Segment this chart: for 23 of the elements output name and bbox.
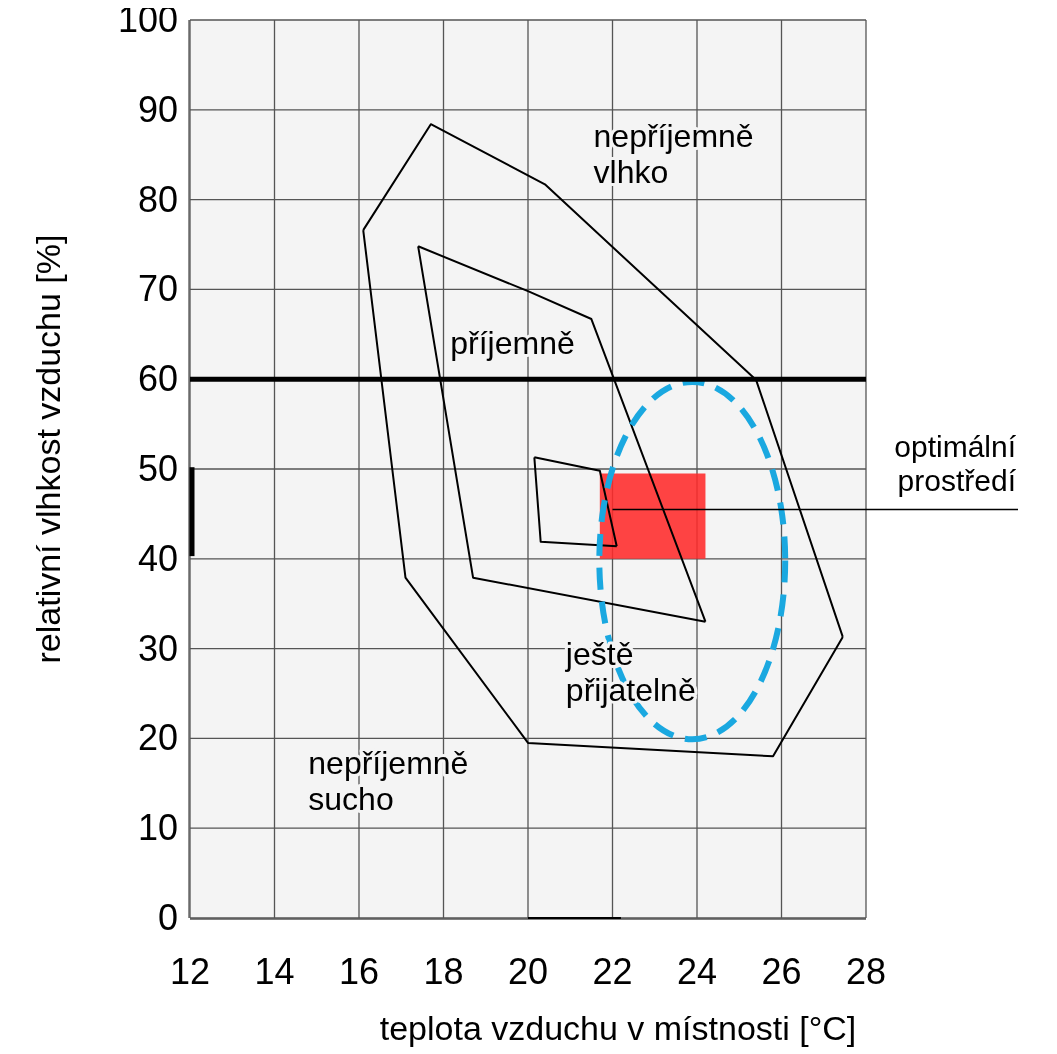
- x-tick-label: 28: [845, 951, 887, 992]
- y-tick-label: 70: [137, 268, 178, 310]
- x-axis-title: teplota vzduchu v místnosti [°C]: [379, 1009, 857, 1047]
- y-tick-label: 50: [137, 448, 178, 489]
- annotation: příjemně: [450, 325, 575, 362]
- text: optimální prostředí: [894, 430, 1017, 498]
- y-tick-label: 0: [157, 897, 178, 938]
- x-tick-label: 22: [592, 951, 633, 992]
- y-axis-title: relativní vlhkost vzduchu [%]: [29, 234, 67, 664]
- y-tick-label: 20: [137, 717, 178, 759]
- x-tick-label: 14: [254, 951, 295, 992]
- x-tick-label: 12: [169, 951, 211, 992]
- x-tick-label: 16: [338, 951, 380, 992]
- y-tick-label: 60: [137, 358, 178, 400]
- x-tick-label: 18: [423, 951, 464, 992]
- x-tick-label: 26: [761, 951, 802, 992]
- x-tick-label: 20: [507, 951, 549, 992]
- x-tick-label: 24: [676, 951, 718, 992]
- y-tick-label: 30: [137, 627, 178, 669]
- y-tick-label: 90: [137, 88, 178, 130]
- y-tick-label: 80: [137, 178, 178, 220]
- y-tick-label: 40: [137, 537, 178, 579]
- y-tick-label: 10: [137, 807, 178, 849]
